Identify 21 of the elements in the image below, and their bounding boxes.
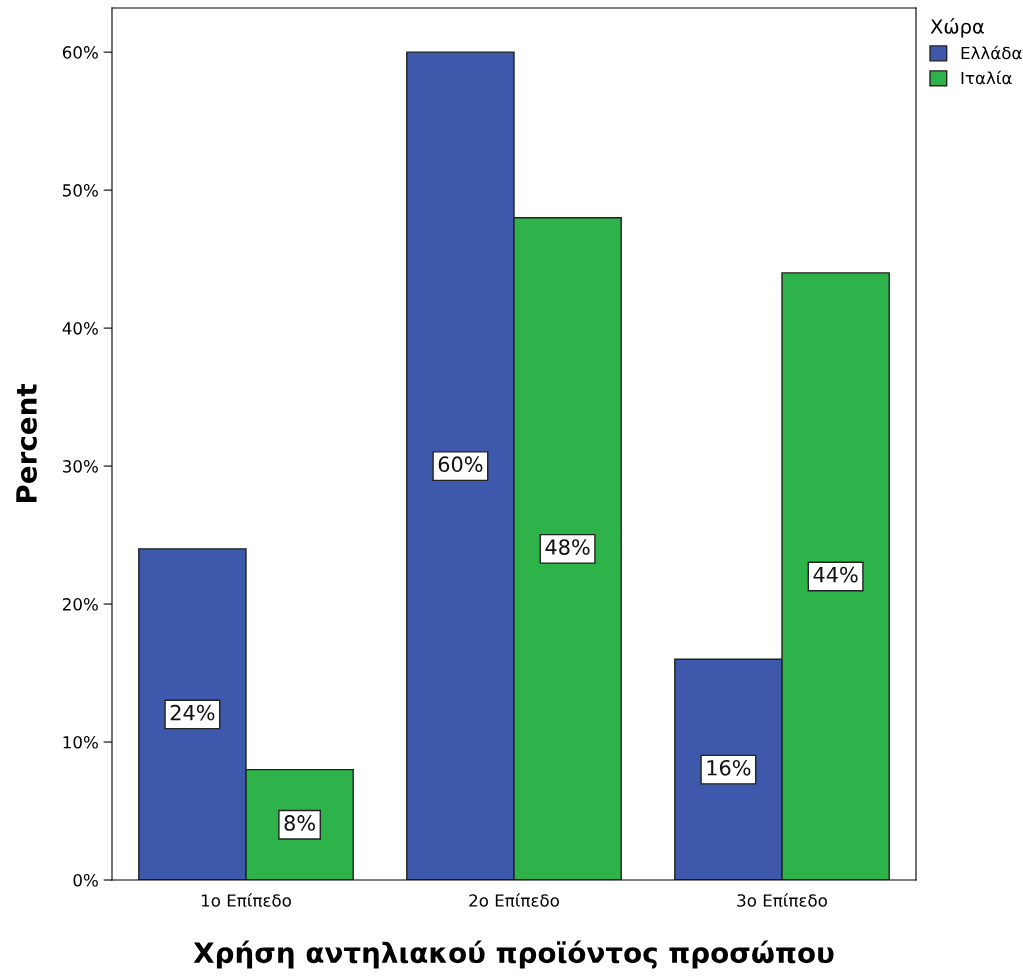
- y-tick-label: 20%: [62, 598, 98, 611]
- y-tick-label: 60%: [62, 46, 98, 59]
- legend-label: Ελλάδα: [961, 45, 1022, 60]
- data-label: 16%: [707, 759, 751, 776]
- y-tick-label: 10%: [63, 735, 98, 749]
- data-label: 44%: [813, 566, 858, 583]
- legend-title: Χώρα: [930, 18, 984, 38]
- data-label: 8%: [284, 815, 315, 831]
- data-label: 48%: [545, 539, 590, 555]
- y-tick-label: 0%: [73, 873, 98, 887]
- x-axis-title: Χρήση αντηλιακού προϊόντος προσώπου: [193, 940, 834, 969]
- data-label: 60%: [438, 456, 483, 473]
- x-tick-label: 2ο Επίπεδο: [469, 893, 559, 907]
- y-tick-label: 30%: [63, 460, 98, 473]
- legend-label: Ιταλία: [961, 70, 1012, 85]
- x-tick-label: 3ο Επίπεδο: [737, 893, 827, 907]
- y-axis-title: Percent: [16, 384, 37, 503]
- x-tick-label: 1ο Επίπεδο: [201, 893, 291, 907]
- data-label: 24%: [170, 704, 215, 721]
- y-tick-label: 40%: [62, 322, 98, 335]
- y-tick-label: 50%: [63, 184, 98, 197]
